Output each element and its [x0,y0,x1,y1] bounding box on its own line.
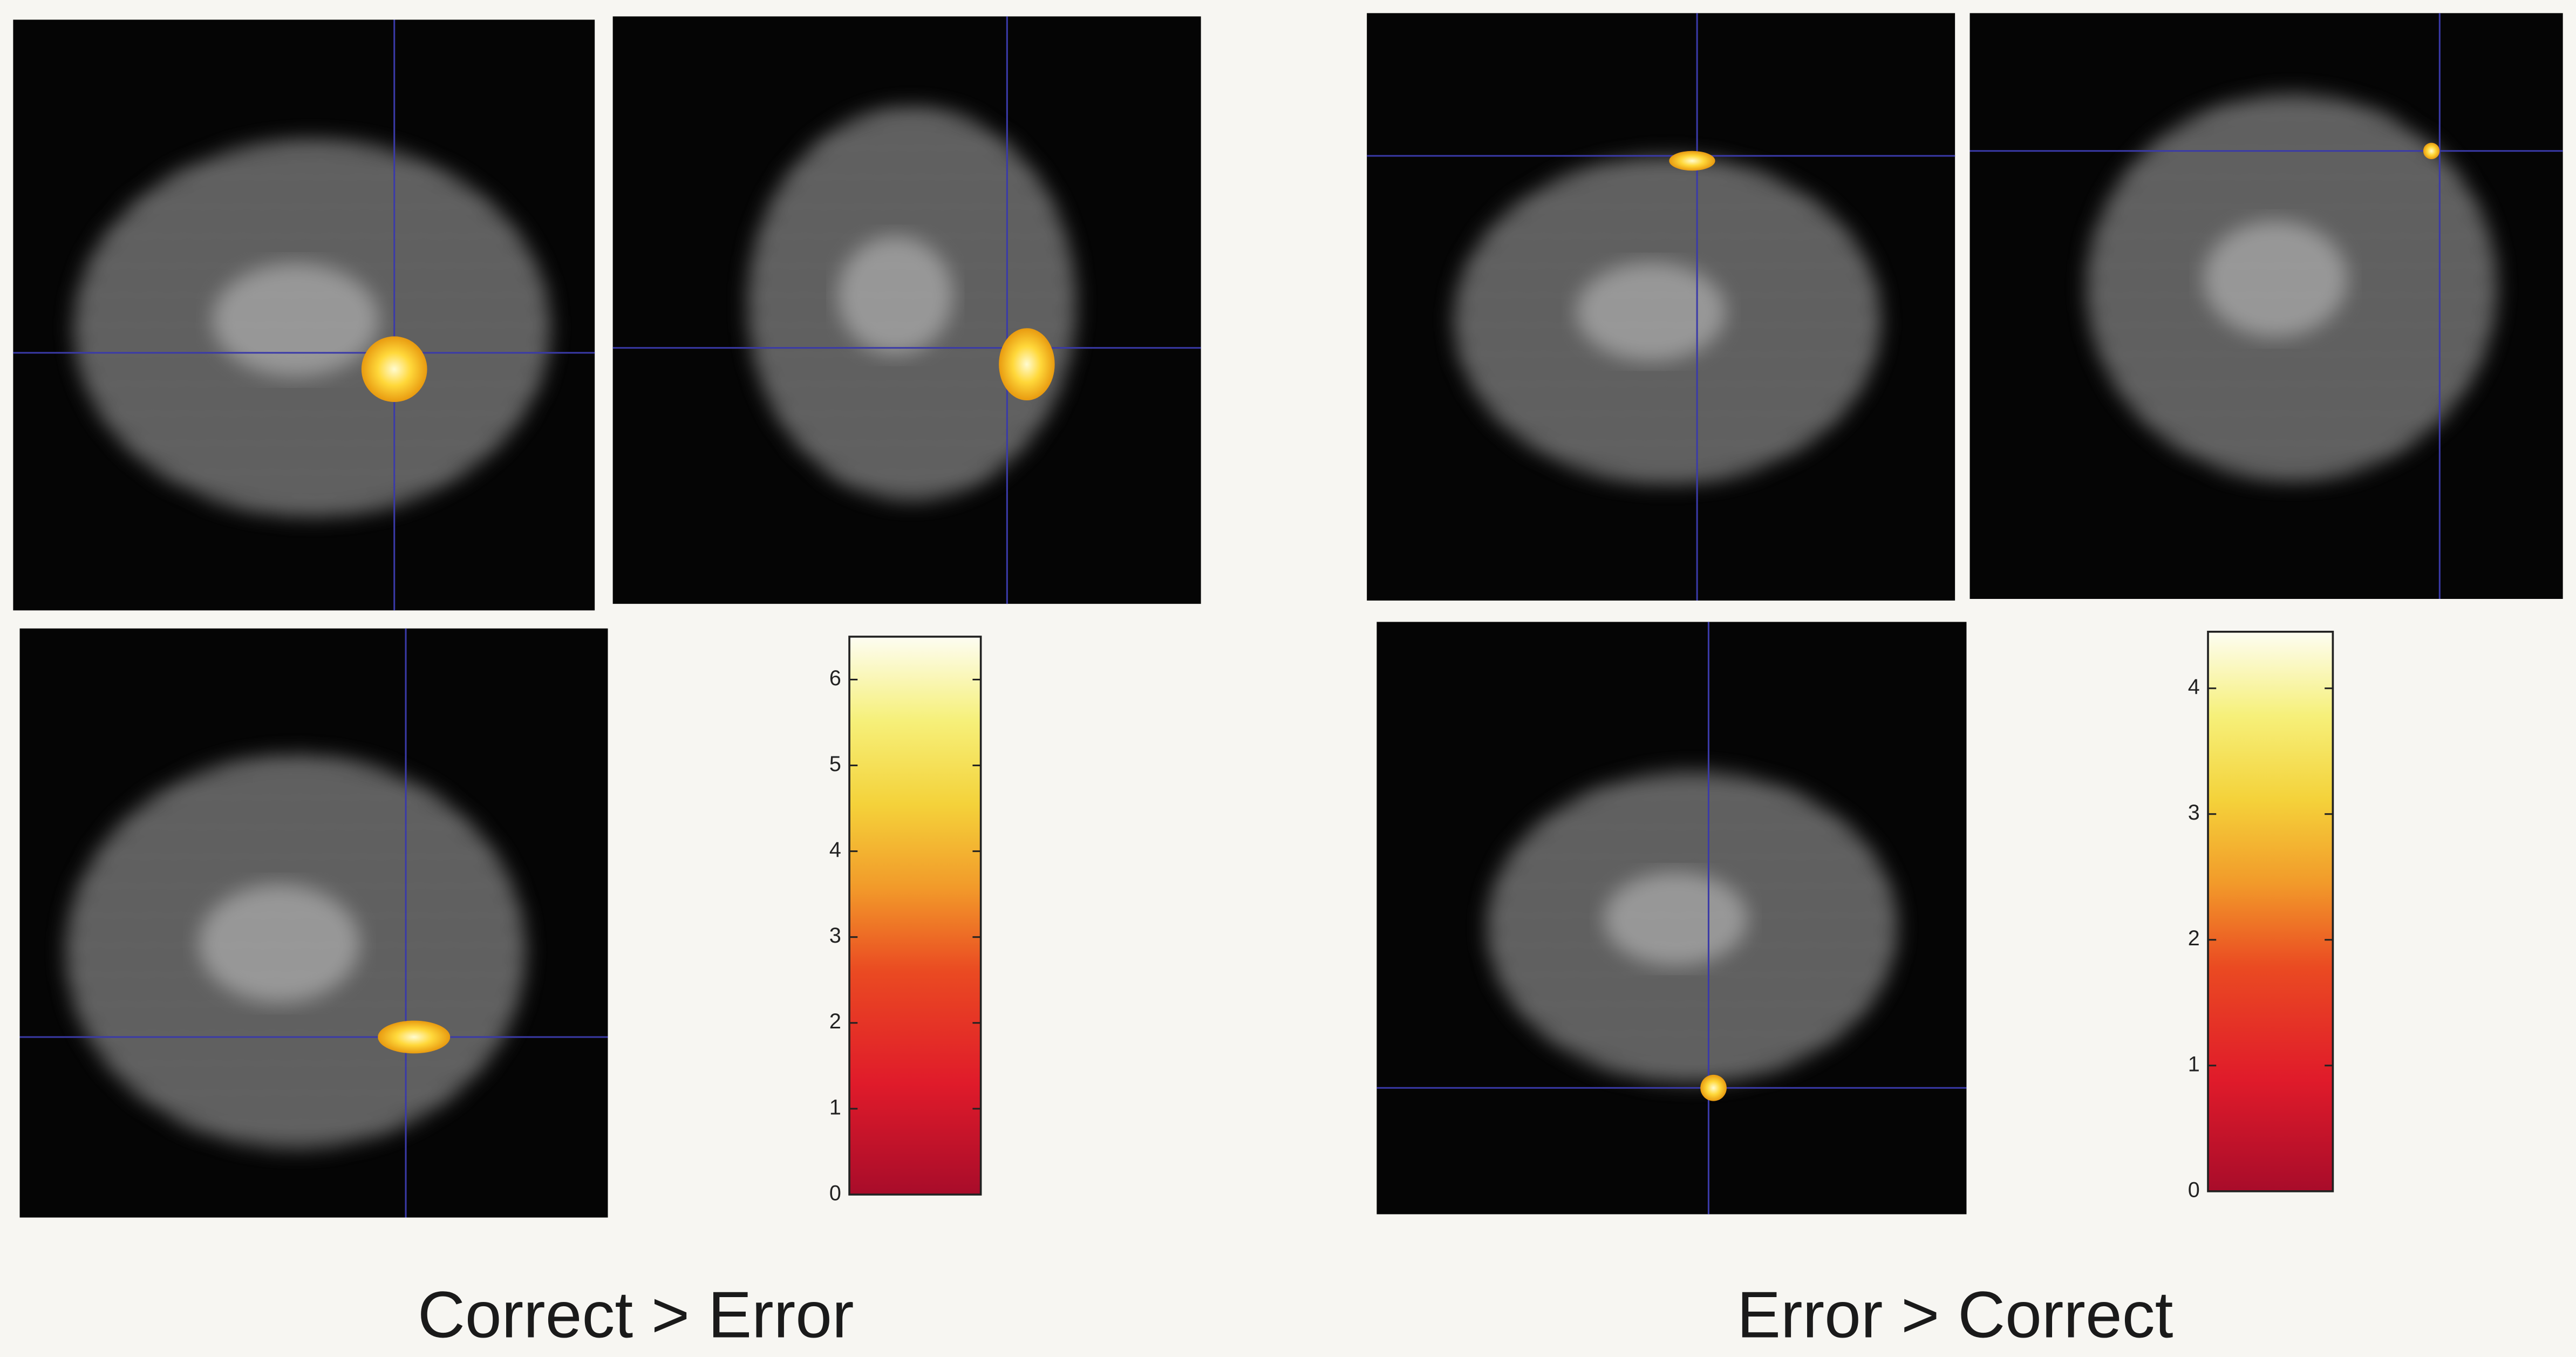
activation-blob [1700,1075,1727,1101]
figure: 0 1 2 3 4 5 6 Correct > Error 0 1 2 3 4 Error > Corre… [0,0,2576,1357]
panel-caption: Correct > Error [418,1278,854,1352]
brain-slice [1376,622,1966,1215]
brain-slice [1367,13,1955,601]
colorbar-tick-label: 2 [2188,926,2200,950]
activation-blob [2423,143,2439,159]
colorbar-tick-label: 3 [2188,801,2200,824]
brain-slice [1970,13,2563,599]
colorbar-tick-label: 6 [829,666,841,690]
brain-highlight [838,236,953,354]
activation-blob [362,336,427,402]
colorbar-tick-label: 1 [829,1095,841,1119]
colorbar-tick-label: 3 [829,924,841,947]
brain-highlight [1604,872,1747,965]
colorbar-tick-label: 5 [829,752,841,776]
colorbar-tick-label: 1 [2188,1052,2200,1076]
colorbar [2208,632,2333,1191]
colorbar-tick-label: 4 [829,838,841,862]
brain-highlight [213,263,379,377]
page: {"panels": [ {"caption": "Correct > Erro… [0,0,2576,1357]
brain-slice [613,16,1201,604]
colorbar-tick-label: 4 [2188,675,2200,699]
colorbar-tick-label: 2 [829,1010,841,1033]
colorbar-tick-label: 0 [829,1181,841,1205]
brain-highlight [1576,263,1726,361]
brain-slice [20,629,608,1218]
colorbar-tick-label: 0 [2188,1178,2200,1202]
brain-slice [13,19,595,610]
activation-blob [999,328,1055,400]
panel-caption: Error > Correct [1737,1278,2173,1352]
brain-highlight [2204,221,2347,337]
colorbar [849,637,981,1195]
brain-highlight [199,884,359,1003]
activation-blob [1669,151,1715,171]
activation-blob [378,1021,450,1054]
